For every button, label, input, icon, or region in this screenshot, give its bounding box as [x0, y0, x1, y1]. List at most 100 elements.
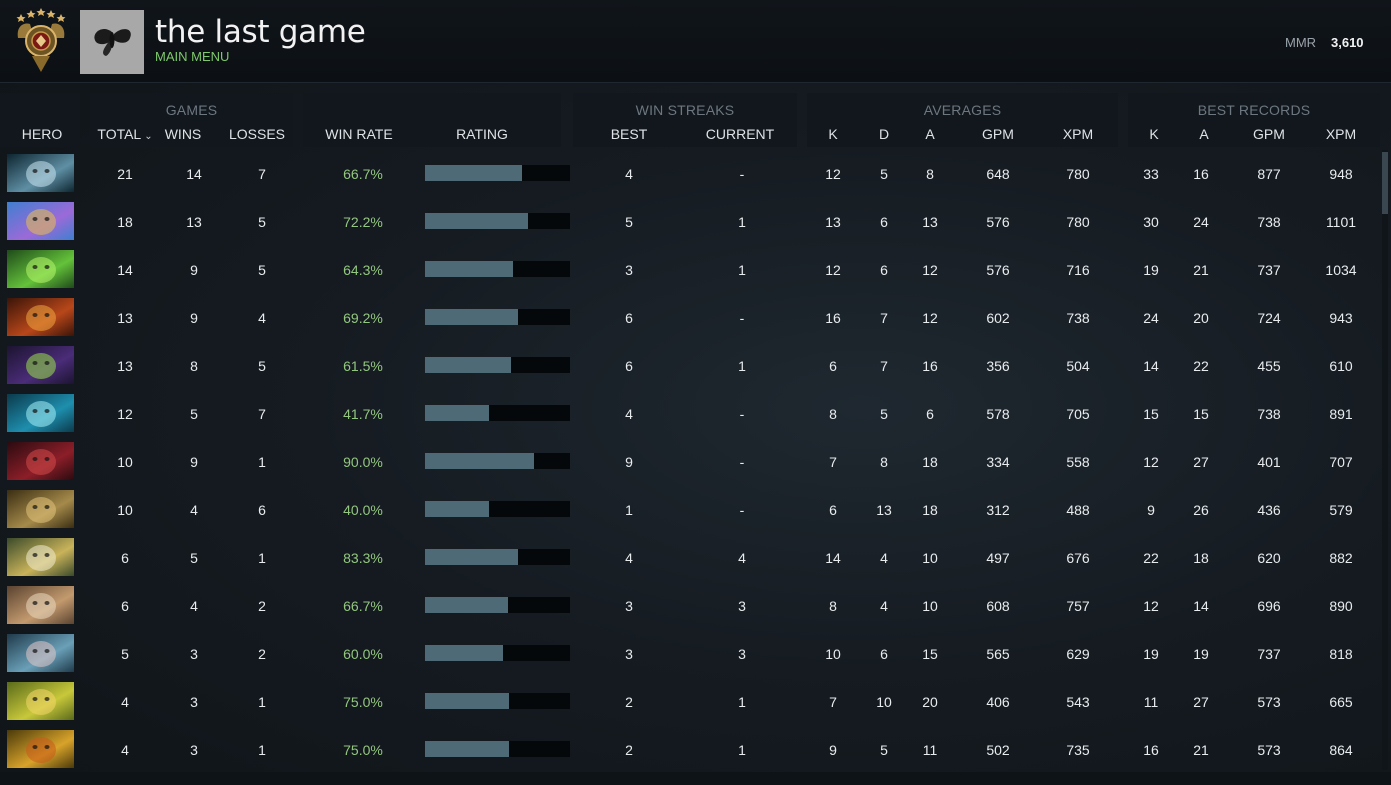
total-cell: 4 [121, 742, 129, 758]
best-gpm-cell: 401 [1257, 454, 1281, 470]
column-header-avg-kills[interactable]: K [828, 126, 838, 142]
column-header-avg-xpm[interactable]: XPM [1062, 126, 1094, 142]
games-group-box [90, 93, 293, 147]
table-row[interactable]: 21 14 7 66.7% 4 - 12 5 8 648 780 33 16 877 948 [0, 150, 1380, 198]
hero-portrait-icon[interactable] [7, 202, 74, 240]
hero-portrait-icon[interactable] [7, 298, 74, 336]
table-row[interactable]: 4 3 1 75.0% 2 1 9 5 11 502 735 16 21 573 864 [0, 726, 1380, 774]
column-header-best-streak[interactable]: BEST [610, 126, 648, 142]
wins-cell: 3 [190, 742, 198, 758]
best-xpm-cell: 864 [1329, 742, 1353, 758]
hero-portrait-icon[interactable] [7, 346, 74, 384]
column-header-best-xpm[interactable]: XPM [1325, 126, 1357, 142]
best-streak-cell: 3 [625, 646, 633, 662]
total-cell: 12 [117, 406, 133, 422]
best-assists-cell: 21 [1193, 262, 1209, 278]
table-row[interactable]: 10 4 6 40.0% 1 - 6 13 18 312 488 9 26 436 579 [0, 486, 1380, 534]
hero-portrait-icon[interactable] [7, 538, 74, 576]
column-header-avg-assists[interactable]: A [925, 126, 935, 142]
table-row[interactable]: 5 3 2 60.0% 3 3 10 6 15 565 629 19 19 737 818 [0, 630, 1380, 678]
table-row[interactable]: 13 8 5 61.5% 6 1 6 7 16 356 504 14 22 455 610 [0, 342, 1380, 390]
hero-portrait-icon[interactable] [7, 442, 74, 480]
column-header-best-assists[interactable]: A [1199, 126, 1209, 142]
avg-gpm-cell: 576 [986, 214, 1010, 230]
rating-bar [425, 549, 570, 565]
avg-gpm-cell: 576 [986, 262, 1010, 278]
best-gpm-cell: 738 [1257, 214, 1281, 230]
column-header-total[interactable]: TOTAL ⌄ [92, 126, 158, 142]
scrollbar-thumb[interactable] [1382, 152, 1388, 214]
column-header-avg-gpm[interactable]: GPM [982, 126, 1014, 142]
chevron-down-icon: ⌄ [144, 131, 153, 142]
total-cell: 13 [117, 358, 133, 374]
table-row[interactable]: 14 9 5 64.3% 3 1 12 6 12 576 716 19 21 737 1034 [0, 246, 1380, 294]
avg-kills-cell: 16 [825, 310, 841, 326]
mmr-label: MMR [1285, 35, 1317, 50]
win-rate-cell: 66.7% [343, 598, 383, 614]
best-kills-cell: 12 [1143, 598, 1159, 614]
column-header-current-streak[interactable]: CURRENT [705, 126, 775, 142]
table-row[interactable]: 6 4 2 66.7% 3 3 8 4 10 608 757 12 14 696 890 [0, 582, 1380, 630]
losses-cell: 1 [258, 742, 266, 758]
scrollbar[interactable] [1382, 150, 1388, 770]
hero-portrait-icon[interactable] [7, 682, 74, 720]
table-row[interactable]: 6 5 1 83.3% 4 4 14 4 10 497 676 22 18 620 882 [0, 534, 1380, 582]
best-assists-cell: 26 [1193, 502, 1209, 518]
column-header-best-gpm[interactable]: GPM [1253, 126, 1285, 142]
hero-portrait-icon[interactable] [7, 490, 74, 528]
table-row[interactable]: 12 5 7 41.7% 4 - 8 5 6 578 705 15 15 738 891 [0, 390, 1380, 438]
moth-avatar-icon[interactable] [80, 10, 144, 74]
column-header-avg-deaths[interactable]: D [878, 126, 890, 142]
rating-bar [425, 645, 570, 661]
best-streak-cell: 6 [625, 358, 633, 374]
table-row[interactable]: 4 3 1 75.0% 2 1 7 10 20 406 543 11 27 573 665 [0, 678, 1380, 726]
avg-kills-cell: 14 [825, 550, 841, 566]
main-menu-link[interactable]: MAIN MENU [155, 49, 230, 64]
best-assists-cell: 20 [1193, 310, 1209, 326]
table-row[interactable]: 13 9 4 69.2% 6 - 16 7 12 602 738 24 20 724 943 [0, 294, 1380, 342]
winrate-group-box [303, 93, 561, 147]
best-gpm-cell: 737 [1257, 646, 1281, 662]
best-streak-cell: 9 [625, 454, 633, 470]
total-cell: 13 [117, 310, 133, 326]
table-row[interactable]: 10 9 1 90.0% 9 - 7 8 18 334 558 12 27 401 707 [0, 438, 1380, 486]
best-assists-cell: 27 [1193, 694, 1209, 710]
column-header-best-kills[interactable]: K [1149, 126, 1159, 142]
column-header-wins[interactable]: WINS [164, 126, 202, 142]
losses-cell: 1 [258, 694, 266, 710]
avg-assists-cell: 6 [926, 406, 934, 422]
table-row[interactable]: 18 13 5 72.2% 5 1 13 6 13 576 780 30 24 738 1101 [0, 198, 1380, 246]
rating-bar [425, 261, 570, 277]
hero-portrait-icon[interactable] [7, 250, 74, 288]
column-header-rating[interactable]: RATING [456, 126, 508, 142]
best-streak-cell: 3 [625, 262, 633, 278]
avg-gpm-cell: 312 [986, 502, 1010, 518]
column-header-losses[interactable]: LOSSES [228, 126, 286, 142]
avg-assists-cell: 10 [922, 550, 938, 566]
rating-bar-fill [425, 261, 513, 277]
column-header-win-rate[interactable]: WIN RATE [325, 126, 393, 142]
hero-portrait-icon[interactable] [7, 586, 74, 624]
best-gpm-cell: 737 [1257, 262, 1281, 278]
mmr-value: 3,610 [1331, 35, 1364, 50]
avg-kills-cell: 8 [829, 406, 837, 422]
wins-cell: 3 [190, 646, 198, 662]
current-streak-cell: 1 [738, 694, 746, 710]
best-streak-cell: 2 [625, 694, 633, 710]
avg-deaths-cell: 6 [880, 214, 888, 230]
best-kills-cell: 19 [1143, 262, 1159, 278]
hero-portrait-icon[interactable] [7, 394, 74, 432]
hero-portrait-icon[interactable] [7, 730, 74, 768]
column-header-hero[interactable]: HERO [21, 126, 63, 142]
best-assists-cell: 15 [1193, 406, 1209, 422]
losses-cell: 2 [258, 598, 266, 614]
avg-kills-cell: 13 [825, 214, 841, 230]
rating-bar-fill [425, 501, 489, 517]
hero-portrait-icon[interactable] [7, 634, 74, 672]
win-streaks-group-box [573, 93, 797, 147]
avg-deaths-cell: 6 [880, 262, 888, 278]
wins-cell: 5 [190, 406, 198, 422]
best-assists-cell: 14 [1193, 598, 1209, 614]
losses-cell: 7 [258, 406, 266, 422]
hero-portrait-icon[interactable] [7, 154, 74, 192]
